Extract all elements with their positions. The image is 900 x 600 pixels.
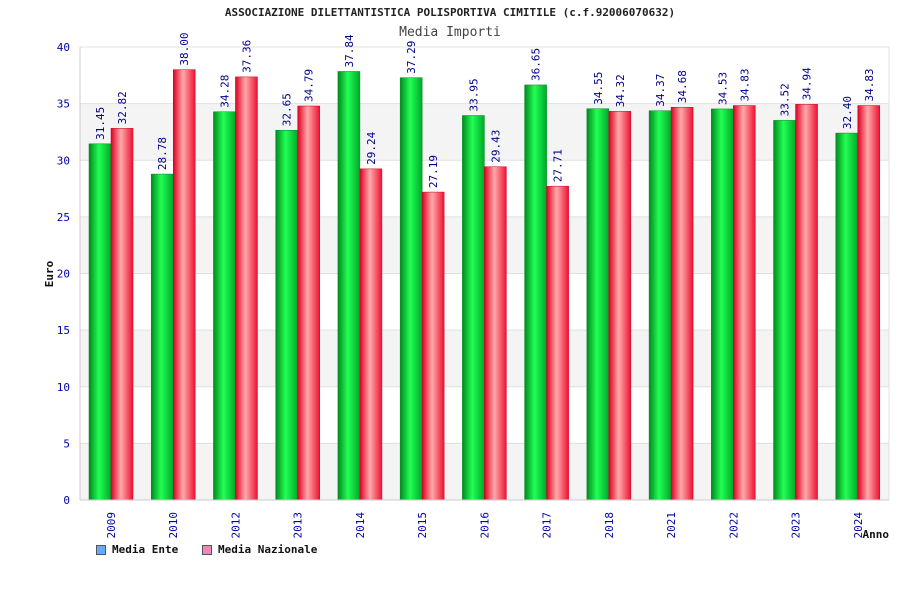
bar-media-nazionale xyxy=(546,185,569,501)
data-label: 34.55 xyxy=(592,72,605,105)
bar-media-nazionale xyxy=(235,76,258,501)
x-tick-label: 2024 xyxy=(852,512,865,539)
bar-media-ente xyxy=(711,108,734,501)
x-tick-label: 2014 xyxy=(354,512,367,539)
bar-media-ente xyxy=(213,111,236,501)
data-label: 32.65 xyxy=(281,93,294,126)
data-label: 33.95 xyxy=(467,78,480,111)
data-label: 34.53 xyxy=(716,72,729,105)
y-tick-label: 25 xyxy=(57,211,70,224)
x-tick-label: 2022 xyxy=(727,512,740,539)
data-label: 34.83 xyxy=(863,68,876,101)
data-label: 31.45 xyxy=(94,107,107,140)
plot-band xyxy=(80,47,889,104)
bar-media-nazionale xyxy=(670,106,694,501)
bar-media-ente xyxy=(524,84,547,501)
x-axis-label: Anno xyxy=(863,528,890,541)
data-label: 36.65 xyxy=(530,48,543,81)
bar-media-ente xyxy=(773,120,796,501)
bar-media-nazionale xyxy=(359,168,383,501)
x-tick-label: 2009 xyxy=(105,512,118,539)
data-labels-layer: 31.45 32.82 28.78 38.00 34.28 37.36 32.65 34.79… xyxy=(94,33,876,189)
bar-media-ente xyxy=(275,129,298,501)
x-tick-label: 2010 xyxy=(167,512,180,539)
data-label: 32.82 xyxy=(116,91,129,124)
data-label: 27.19 xyxy=(427,155,440,188)
y-tick-label: 40 xyxy=(57,41,70,54)
axes-layer: 0 5 10 15 20 25 30 35 40 2009 2010 2012 2013 2014 2015… xyxy=(57,41,890,539)
bar-media-nazionale xyxy=(297,105,320,501)
x-tick-label: 2018 xyxy=(603,512,616,539)
x-tick-label: 2016 xyxy=(478,512,491,539)
y-tick-label: 15 xyxy=(57,324,70,337)
data-label: 37.36 xyxy=(240,40,253,73)
x-tick-label: 2023 xyxy=(790,512,803,539)
chart-subtitle: Media Importi xyxy=(399,25,501,40)
bar-media-nazionale xyxy=(421,191,445,501)
x-tick-label: 2021 xyxy=(665,512,678,539)
legend-swatch-media-nazionale xyxy=(202,544,212,555)
y-tick-label: 0 xyxy=(63,494,70,507)
data-label: 34.37 xyxy=(654,74,667,107)
y-tick-label: 5 xyxy=(63,437,70,450)
data-label: 32.40 xyxy=(841,96,854,129)
bar-media-nazionale xyxy=(172,69,196,501)
legend-item-media-nazionale: Media Nazionale xyxy=(202,543,317,556)
bars-layer xyxy=(88,69,881,501)
bar-media-nazionale xyxy=(110,128,134,501)
data-label: 37.84 xyxy=(343,34,356,67)
legend-item-media-ente: Media Ente xyxy=(96,543,178,556)
data-label: 38.00 xyxy=(178,33,191,66)
data-label: 33.52 xyxy=(779,83,792,116)
data-label: 28.78 xyxy=(156,137,169,170)
bar-media-nazionale xyxy=(608,111,632,501)
legend-label-media-ente: Media Ente xyxy=(112,543,179,556)
data-label: 34.94 xyxy=(801,67,814,100)
bar-media-ente xyxy=(586,108,610,501)
x-tick-label: 2012 xyxy=(229,512,242,539)
x-tick-label: 2015 xyxy=(416,512,429,539)
bar-media-ente xyxy=(337,71,361,501)
bar-media-ente xyxy=(150,173,174,501)
chart-title: ASSOCIAZIONE DILETTANTISTICA POLISPORTIV… xyxy=(224,6,676,19)
bar-media-nazionale xyxy=(484,166,507,501)
x-tick-label: 2013 xyxy=(292,512,305,539)
bar-media-nazionale xyxy=(733,105,756,501)
data-label: 29.43 xyxy=(489,130,502,163)
bar-media-ente xyxy=(399,77,423,501)
y-tick-label: 10 xyxy=(57,381,70,394)
bar-media-ente xyxy=(88,143,112,501)
bar-media-ente xyxy=(835,132,859,501)
y-tick-label: 20 xyxy=(57,268,70,281)
y-tick-label: 30 xyxy=(57,154,70,167)
y-axis-label: Euro xyxy=(43,260,56,287)
data-label: 34.68 xyxy=(676,70,689,103)
bar-media-ente xyxy=(648,110,672,501)
data-label: 34.79 xyxy=(303,69,316,102)
data-label: 27.71 xyxy=(552,149,565,182)
bar-media-nazionale xyxy=(857,105,881,501)
x-tick-label: 2017 xyxy=(541,512,554,539)
data-label: 29.24 xyxy=(365,131,378,164)
data-label: 34.28 xyxy=(218,75,231,108)
bar-media-nazionale xyxy=(795,104,818,501)
legend-swatch-media-ente xyxy=(96,544,106,555)
y-tick-label: 35 xyxy=(57,98,70,111)
data-label: 34.32 xyxy=(614,74,627,107)
bar-media-ente xyxy=(462,115,485,501)
data-label: 37.29 xyxy=(405,41,418,74)
data-label: 34.83 xyxy=(738,68,751,101)
legend-label-media-nazionale: Media Nazionale xyxy=(218,543,318,556)
